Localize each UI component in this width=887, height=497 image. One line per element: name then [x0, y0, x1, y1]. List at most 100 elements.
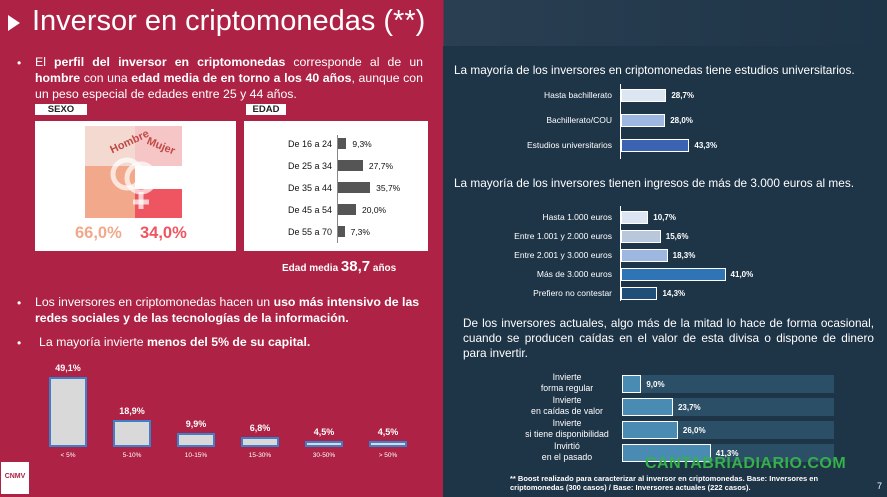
cnmv-logo: CNMV — [1, 462, 29, 494]
intro-text: , aunque con un peso especial de edades … — [35, 71, 423, 101]
age-value: 7,3% — [350, 227, 370, 237]
intro-bold: perfil del inversor en criptomonedas — [54, 55, 286, 69]
ingresos-bar — [621, 249, 668, 262]
age-label: De 16 a 24 — [287, 139, 332, 149]
capital-paragraph: La mayoría invierte menos del 5% de su c… — [39, 334, 419, 350]
capital-bar — [241, 437, 279, 447]
mujer-top — [135, 126, 182, 166]
capital-bar — [49, 377, 87, 447]
inversion-label-line1: Invirtió — [554, 441, 580, 451]
intro-text: corresponde al de un — [285, 55, 424, 69]
watermark: CANTABRIADIARIO.COM — [645, 455, 847, 472]
inversion-title: De los inversores actuales, algo más de … — [463, 316, 874, 360]
footer-note: ** Boost realizado para caracterizar al … — [510, 474, 819, 492]
inversion-bar — [622, 444, 711, 462]
age-value: 35,7% — [376, 183, 401, 193]
inversion-label: Invierte en caídas de valor — [512, 395, 622, 417]
edad-axis — [337, 135, 338, 243]
capital-value: 4,5% — [377, 426, 399, 437]
intro-bold: hombre — [35, 71, 81, 85]
capital-category: > 50% — [378, 452, 398, 459]
ingresos-value: 14,3% — [662, 289, 686, 298]
capital-value: 49,1% — [55, 363, 81, 374]
edad-media-unit: años — [370, 263, 397, 274]
inversion-value: 9,0% — [646, 380, 665, 389]
mujer-pct: 34,0% — [140, 224, 187, 242]
ingresos-title: La mayoría de los inversores tienen ingr… — [454, 176, 854, 190]
capital-category: 10-15% — [184, 452, 208, 459]
redes-text: Los inversores en criptomonedas hacen un — [35, 295, 274, 309]
bullet-icon: • — [17, 56, 22, 70]
inversion-bar-bg — [622, 375, 834, 393]
inversion-label-line2: en caídas de valor — [531, 406, 603, 416]
age-bar — [338, 226, 345, 237]
edad-media-label: Edad media — [282, 263, 341, 274]
estudios-bar — [621, 114, 666, 127]
sexo-box: Hombre Mujer 66,0% 34,0% — [35, 121, 236, 251]
sexo-tag: SEXO — [35, 104, 87, 115]
inversion-label-line1: Invierte — [552, 418, 582, 428]
ingresos-label: Hasta 1.000 euros — [542, 212, 612, 222]
ingresos-value: 18,3% — [672, 251, 696, 260]
age-label: De 45 a 54 — [287, 205, 332, 215]
capital-text: La mayoría invierte — [39, 335, 147, 349]
inversion-value: 23,7% — [677, 403, 701, 412]
intro-text: El — [35, 55, 55, 69]
inversion-label-line2: en el pasado — [541, 452, 593, 462]
hombre-pct: 66,0% — [75, 224, 122, 242]
ingresos-value: 15,6% — [665, 232, 689, 241]
age-label: De 25 a 34 — [287, 161, 332, 171]
intro-bold: edad media de en torno a los 40 años — [131, 71, 352, 85]
capital-bar — [369, 440, 407, 447]
edad-tag: EDAD — [246, 104, 286, 115]
age-bar — [338, 138, 347, 149]
estudios-bar — [621, 89, 667, 102]
ingresos-label: Más de 3.000 euros — [536, 269, 612, 279]
inversion-label: Invierte forma regular — [512, 372, 622, 394]
estudios-value: 43,3% — [694, 141, 718, 150]
page-title: Inversor en criptomonedas (**) — [32, 5, 426, 37]
ingresos-bar — [621, 287, 658, 300]
estudios-bar — [621, 139, 690, 152]
redes-paragraph: Los inversores en criptomonedas hacen un… — [35, 294, 425, 326]
inversion-label: Invierte si tiene disponibilidad — [512, 418, 622, 440]
capital-bar — [113, 420, 151, 447]
ingresos-axis — [620, 206, 621, 301]
inversion-bar — [622, 375, 642, 393]
age-bar — [338, 182, 371, 193]
estudios-value: 28,7% — [671, 91, 695, 100]
edad-media-value: 38,7 — [340, 258, 371, 275]
capital-value: 6,8% — [249, 423, 271, 434]
ingresos-bar — [621, 230, 661, 243]
age-bar — [338, 160, 363, 171]
age-value: 27,7% — [368, 161, 394, 171]
intro-text: con una — [80, 71, 132, 85]
ingresos-label: Entre 1.001 y 2.000 euros — [514, 231, 612, 241]
capital-value: 4,5% — [313, 426, 335, 437]
inversion-label-line2: si tiene disponibilidad — [525, 429, 609, 439]
inversion-value: 41,3% — [715, 449, 739, 458]
estudios-value: 28,0% — [670, 116, 693, 125]
edad-box: De 16 a 24 9,3% De 25 a 34 27,7% De 35 a 44 3… — [244, 121, 428, 251]
intro-paragraph: El perfil del inversor en criptomonedas … — [35, 54, 423, 102]
male-symbol-icon — [110, 157, 144, 191]
capital-bar — [305, 440, 343, 447]
ingresos-bar — [621, 211, 649, 224]
age-value: 20,0% — [362, 205, 387, 215]
age-bar — [338, 204, 356, 215]
page-number: 7 — [877, 481, 883, 491]
bullet-icon: • — [17, 296, 22, 310]
capital-value: 9,9% — [185, 418, 207, 429]
estudios-label: Bachillerato/COU — [546, 115, 612, 125]
ingresos-value: 41,0% — [730, 270, 754, 279]
estudios-title: La mayoría de los inversores en criptomo… — [454, 63, 855, 77]
ingresos-bar — [621, 268, 726, 281]
estudios-label: Hasta bachillerato — [543, 90, 612, 100]
bullet-icon: • — [17, 336, 22, 350]
capital-bar — [177, 432, 215, 447]
gender-illustration: Hombre Mujer — [85, 126, 182, 218]
inversion-bar — [622, 421, 678, 439]
redes-bold: uso más intensivo de las redes sociales … — [35, 295, 420, 325]
capital-category: 5-10% — [122, 452, 142, 459]
edad-media: Edad media 38,7 años — [282, 258, 396, 275]
